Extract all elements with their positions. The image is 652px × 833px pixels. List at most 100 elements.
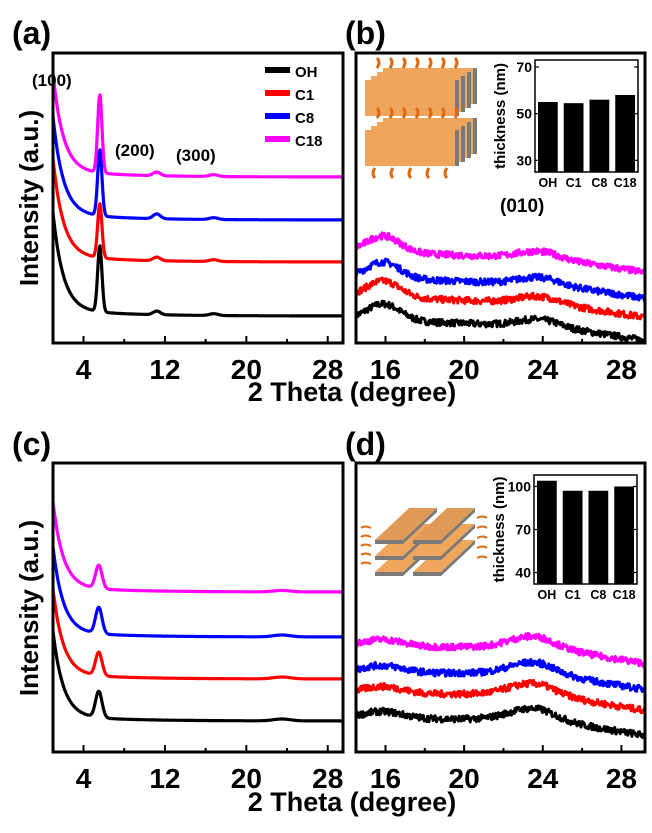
series-line-c18 (51, 73, 344, 179)
panel-a: 4 12 20 28 (51, 51, 345, 385)
x-tick-label: 20 (449, 763, 480, 794)
inset-bar-c1 (562, 490, 583, 584)
series-line-oh (354, 299, 647, 345)
inset-bar-c1 (563, 103, 584, 172)
series-line-c8 (354, 658, 647, 693)
panel-label-a: (a) (12, 15, 51, 51)
panel-label-c: (c) (12, 426, 51, 462)
inset-category-label: C18 (613, 588, 636, 602)
inset-y-tick-label: 30 (516, 152, 532, 168)
inset-bar-c8 (588, 490, 609, 584)
inset-category-label: C8 (591, 176, 607, 190)
ligand (425, 167, 431, 180)
x-tick-label: 28 (312, 763, 343, 794)
series-line-oh (51, 631, 344, 723)
panel-label-b: (b) (345, 15, 386, 51)
series-line-c8 (51, 547, 344, 639)
y-axis-label-bottom: Intensity (a.u.) (14, 520, 44, 696)
ligand (360, 552, 372, 556)
inset-category-label: C1 (565, 588, 581, 602)
inset-bar-c18 (614, 486, 634, 584)
inset-y-tick-label: 70 (515, 522, 531, 538)
ligand (375, 106, 381, 119)
ligand (407, 167, 413, 180)
ligand (371, 167, 377, 180)
legend: OH C1 C8 C18 (265, 64, 323, 150)
plate (375, 508, 437, 540)
ligand (476, 555, 488, 559)
ligand (389, 167, 395, 180)
x-tick-label: 12 (149, 354, 180, 385)
plate-edge (413, 540, 475, 576)
ligand (388, 56, 394, 69)
ligand (427, 106, 433, 119)
series-line-c1 (51, 589, 344, 681)
x-tick-label: 4 (76, 354, 92, 385)
y-axis-label-top: Intensity (a.u.) (14, 110, 44, 286)
series-line-c8 (51, 116, 344, 222)
series-line-oh (354, 704, 647, 739)
inset-y-tick-label: 40 (515, 565, 531, 581)
inset-category-label: OH (538, 588, 557, 602)
ligand (401, 56, 407, 69)
legend-swatch-oh (265, 67, 290, 73)
plate-edge (375, 540, 437, 576)
series-line-c1 (51, 158, 344, 264)
x-tick-label: 28 (312, 354, 343, 385)
ligand (414, 56, 420, 69)
annotation-010: (010) (500, 196, 544, 217)
ligand (375, 56, 381, 69)
series-line-c1 (354, 276, 647, 321)
plot-frame (354, 461, 647, 754)
x-tick-label: 20 (449, 354, 480, 385)
ligand (440, 106, 446, 119)
series-line-c18 (354, 231, 647, 275)
plot-frame (51, 461, 345, 754)
x-tick-label: 16 (370, 763, 401, 794)
plate-edge (375, 524, 437, 560)
x-axis-label-top: 2 Theta (degree) (248, 377, 457, 407)
inset-y-tick-label: 50 (516, 106, 532, 122)
inset-category-label: C8 (590, 588, 606, 602)
legend-label-c8: C8 (295, 110, 314, 127)
legend-swatch-c8 (265, 113, 290, 119)
panel-b: 16 20 24 28 (354, 51, 647, 385)
panel-label-d: (d) (345, 426, 386, 462)
legend-label-c1: C1 (295, 87, 314, 104)
series-line-c1 (354, 678, 647, 715)
x-tick-label: 28 (606, 763, 637, 794)
x-tick-label: 20 (231, 763, 262, 794)
ligand (440, 56, 446, 69)
x-tick-label: 16 (370, 354, 401, 385)
annotation-300: (300) (176, 146, 216, 165)
plate (413, 508, 475, 540)
series-line-c8 (354, 257, 647, 303)
ligand (443, 167, 449, 180)
series-line-c18 (354, 632, 647, 668)
ligand (476, 545, 488, 549)
inset-y-axis-label: thickness (nm) (492, 63, 509, 169)
plot-frame (51, 51, 345, 345)
plate-edge (375, 508, 437, 544)
inset-y-axis-label: thickness (nm) (491, 477, 508, 583)
annotation-200: (200) (115, 141, 155, 160)
inset-bar-chart: OH C1 C8 C18 30 50 70 thickness (nm) (492, 59, 639, 190)
plot-frame (354, 51, 647, 345)
x-tick-label: 28 (606, 354, 637, 385)
ligand (476, 515, 488, 519)
plate-edge (413, 524, 475, 560)
plate-edge (413, 508, 475, 544)
x-tick-label: 24 (527, 354, 559, 385)
panel-c: 4 12 20 28 (51, 461, 345, 794)
ligand (360, 543, 372, 547)
ligand (453, 106, 459, 119)
ligand (360, 561, 372, 565)
inset-bar-c8 (589, 99, 610, 172)
legend-label-c18: C18 (295, 133, 323, 150)
panel-d: 16 20 24 28 (354, 461, 647, 794)
schematic-stacked-sheets-icon (365, 56, 477, 180)
inset-bar-c18 (615, 95, 635, 172)
inset-category-label: C1 (566, 176, 582, 190)
